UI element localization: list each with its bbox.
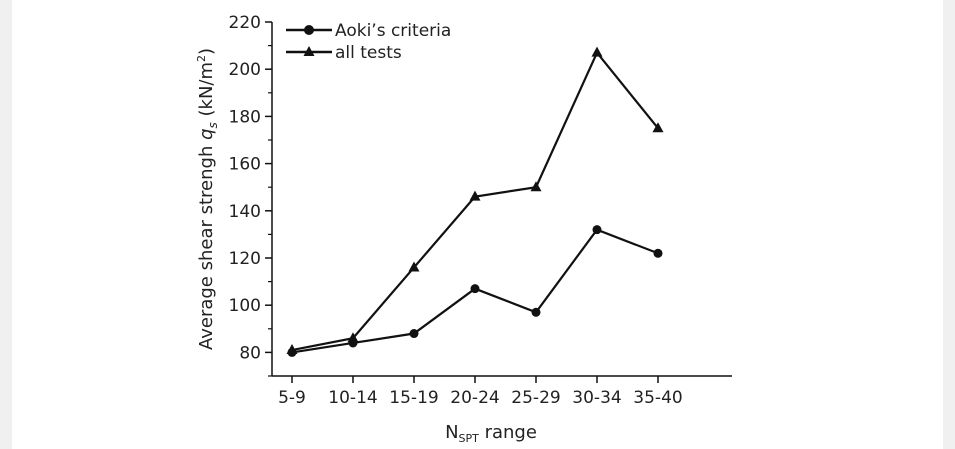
data-point-triangle bbox=[347, 332, 359, 343]
axes bbox=[271, 22, 732, 377]
data-point-triangle bbox=[591, 46, 603, 57]
data-point-triangle bbox=[652, 122, 664, 133]
x-tick-label: 5-9 bbox=[278, 388, 306, 408]
x-ticks: 5-9 10-14 15-19 20-24 25-29 30-34 35-40 bbox=[278, 376, 683, 408]
x-tick-label: 25-29 bbox=[511, 388, 560, 408]
data-point-triangle bbox=[469, 190, 481, 201]
data-point-circle bbox=[653, 248, 663, 258]
x-tick-label: 15-19 bbox=[389, 388, 438, 408]
legend-label-aoki: Aoki’s criteria bbox=[335, 21, 451, 41]
y-tick-label-140: 140 bbox=[229, 202, 261, 222]
y-tick-label-200: 200 bbox=[229, 60, 261, 80]
data-point-triangle bbox=[408, 261, 420, 272]
line-chart: 80 100 120 140 160 180 200 220 5-9 10-14 15-19 20-… bbox=[195, 13, 732, 445]
y-tick-label-120: 120 bbox=[229, 249, 261, 269]
data-point-triangle bbox=[286, 344, 298, 355]
data-point-circle bbox=[470, 284, 480, 294]
legend-marker-aoki bbox=[304, 25, 314, 35]
data-point-circle bbox=[409, 329, 419, 339]
y-tick-label-100: 100 bbox=[229, 296, 261, 316]
y-tick-label-80: 80 bbox=[239, 343, 261, 363]
x-tick-label: 35-40 bbox=[633, 388, 682, 408]
x-tick-label: 10-14 bbox=[328, 388, 377, 408]
data-point-circle bbox=[531, 307, 541, 317]
x-axis-title: NSPT range bbox=[445, 422, 537, 445]
y-tick-label-160: 160 bbox=[229, 155, 261, 175]
legend: Aoki’s criteria all tests bbox=[286, 21, 451, 63]
x-tick-label: 20-24 bbox=[450, 388, 499, 408]
y-ticks: 80 100 120 140 160 180 200 220 bbox=[229, 13, 272, 377]
y-tick-label-180: 180 bbox=[229, 107, 261, 127]
series-layer bbox=[286, 46, 664, 357]
y-axis-title: Average shear strengh qs (kN/m2) bbox=[195, 48, 220, 350]
figure-frame: 80 100 120 140 160 180 200 220 5-9 10-14 15-19 20-… bbox=[12, 0, 943, 449]
data-point-triangle bbox=[530, 181, 542, 192]
y-tick-label-220: 220 bbox=[229, 13, 261, 33]
x-tick-label: 30-34 bbox=[572, 388, 621, 408]
data-point-circle bbox=[592, 225, 602, 235]
series-line-1 bbox=[291, 50, 659, 352]
legend-marker-all-tests bbox=[303, 46, 315, 56]
legend-label-all-tests: all tests bbox=[335, 43, 402, 63]
